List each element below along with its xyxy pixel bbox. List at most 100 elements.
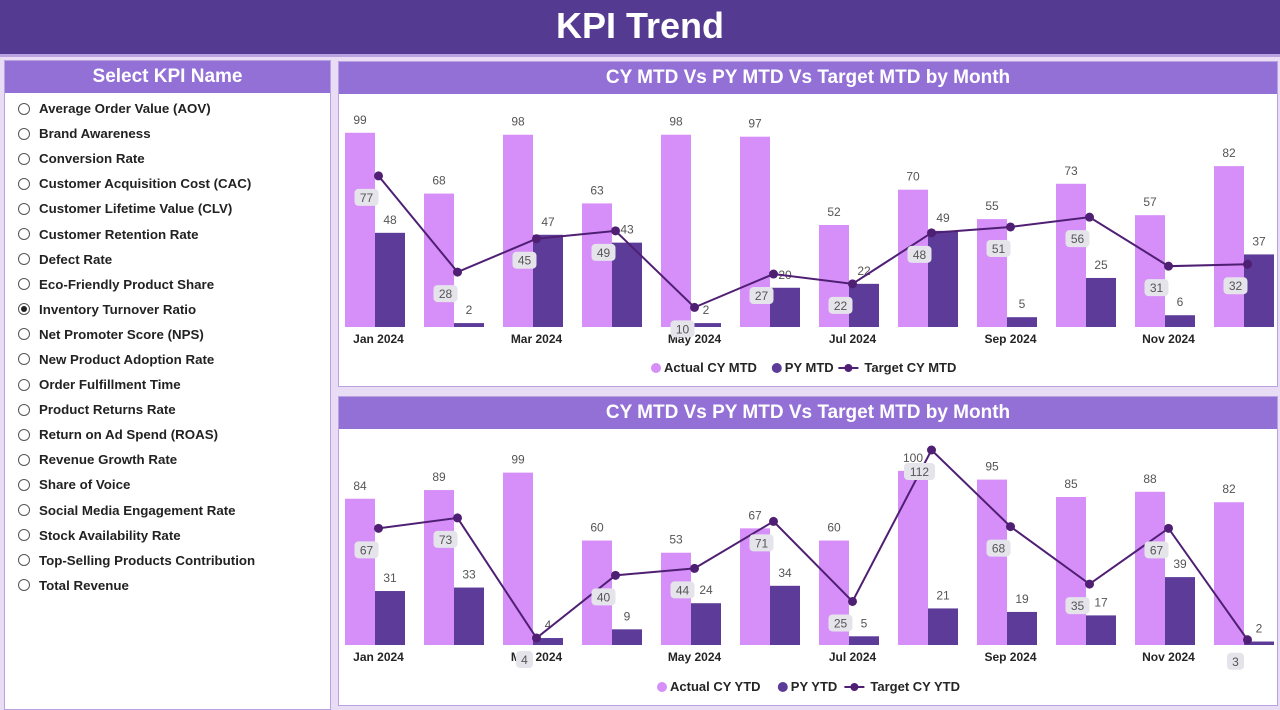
radio-icon[interactable] (18, 253, 30, 266)
target-point (374, 171, 383, 181)
kpi-option-label: Order Fulfillment Time (39, 377, 181, 393)
chart-panel-ytd: CY MTD Vs PY MTD Vs Target MTD by Month … (338, 396, 1278, 706)
radio-icon[interactable] (18, 579, 30, 592)
data-label-actual: 53 (669, 533, 683, 547)
kpi-option[interactable]: Customer Retention Rate (5, 221, 330, 246)
bar-actual (661, 134, 691, 327)
radio-icon[interactable] (18, 278, 30, 291)
radio-icon[interactable] (18, 228, 30, 241)
target-label-bg (354, 541, 379, 559)
radio-icon[interactable] (18, 303, 30, 316)
kpi-option[interactable]: Customer Lifetime Value (CLV) (5, 196, 330, 221)
kpi-option[interactable]: Order Fulfillment Time (5, 372, 330, 397)
radio-icon[interactable] (18, 202, 30, 215)
radio-icon[interactable] (18, 504, 30, 517)
data-label-target: 68 (992, 542, 1006, 556)
bar-py (375, 591, 405, 645)
legend-actual-icon (651, 363, 661, 373)
bar-actual (977, 219, 1007, 327)
radio-icon[interactable] (18, 453, 30, 466)
radio-icon[interactable] (18, 102, 30, 115)
kpi-option[interactable]: Product Returns Rate (5, 397, 330, 422)
bar-py (770, 287, 800, 327)
target-label-bg (433, 530, 458, 548)
radio-icon[interactable] (18, 403, 30, 416)
radio-icon[interactable] (18, 554, 30, 567)
kpi-option[interactable]: Inventory Turnover Ratio (5, 297, 330, 322)
kpi-option[interactable]: Defect Rate (5, 247, 330, 272)
data-label-py: 48 (383, 213, 397, 227)
kpi-option[interactable]: Net Promoter Score (NPS) (5, 322, 330, 347)
data-label-actual: 60 (590, 521, 604, 535)
target-label-bg (986, 539, 1011, 557)
kpi-option[interactable]: Top-Selling Products Contribution (5, 548, 330, 573)
bar-actual (898, 470, 928, 645)
bar-actual (503, 472, 533, 645)
bar-py (612, 242, 642, 327)
radio-icon[interactable] (18, 529, 30, 542)
target-label-bg (670, 320, 695, 338)
target-point (453, 513, 462, 523)
radio-icon[interactable] (18, 328, 30, 341)
data-label-py: 17 (1094, 595, 1108, 609)
header-divider (0, 54, 1280, 57)
kpi-slicer-title: Select KPI Name (5, 61, 330, 93)
legend: Actual CY MTD PY MTD Target CY MTD (651, 360, 956, 375)
target-label-bg (591, 243, 616, 261)
data-label-actual: 55 (985, 199, 999, 213)
target-point (848, 596, 857, 606)
bar-py (533, 638, 563, 645)
page-title: KPI Trend (0, 0, 1280, 54)
kpi-option[interactable]: Conversion Rate (5, 146, 330, 171)
legend-label: Target CY YTD (870, 679, 960, 694)
target-point (374, 523, 383, 533)
legend-label: PY MTD (785, 360, 834, 375)
bar-actual (1056, 183, 1086, 327)
data-label-py: 2 (1256, 622, 1263, 636)
data-label-target: 71 (755, 536, 769, 550)
radio-icon[interactable] (18, 177, 30, 190)
target-point (769, 269, 778, 279)
chart-title: CY MTD Vs PY MTD Vs Target MTD by Month (339, 397, 1277, 429)
data-label-py: 37 (1252, 234, 1266, 248)
data-label-target: 77 (360, 191, 374, 205)
target-point (532, 234, 541, 244)
radio-icon[interactable] (18, 478, 30, 491)
kpi-option-label: Return on Ad Spend (ROAS) (39, 427, 219, 443)
data-label-target: 40 (597, 590, 611, 604)
data-label-py: 4 (545, 618, 552, 632)
kpi-option-label: Net Promoter Score (NPS) (39, 326, 204, 342)
radio-icon[interactable] (18, 378, 30, 391)
radio-icon[interactable] (18, 353, 30, 366)
kpi-option[interactable]: Share of Voice (5, 472, 330, 497)
kpi-list: Average Order Value (AOV) Brand Awareness… (5, 93, 330, 598)
kpi-option[interactable]: Customer Acquisition Cost (CAC) (5, 171, 330, 196)
kpi-option[interactable]: Eco-Friendly Product Share (5, 272, 330, 297)
x-tick-label: Jan 2024 (353, 332, 404, 346)
kpi-option[interactable]: Revenue Growth Rate (5, 447, 330, 472)
data-label-py: 2 (466, 303, 473, 317)
radio-icon[interactable] (18, 152, 30, 165)
data-label-target: 67 (1150, 543, 1164, 557)
target-point (1006, 522, 1015, 532)
radio-icon[interactable] (18, 127, 30, 140)
target-label-bg (828, 614, 853, 632)
data-label-py: 6 (1177, 295, 1184, 309)
target-point (1164, 523, 1173, 533)
kpi-option[interactable]: Stock Availability Rate (5, 523, 330, 548)
data-label-py: 24 (699, 583, 713, 597)
kpi-option[interactable]: Average Order Value (AOV) (5, 96, 330, 121)
bar-py (1086, 615, 1116, 645)
data-label-py: 21 (936, 588, 950, 602)
kpi-option[interactable]: Return on Ad Spend (ROAS) (5, 422, 330, 447)
kpi-option[interactable]: New Product Adoption Rate (5, 347, 330, 372)
data-label-actual: 52 (827, 205, 841, 219)
bar-actual (977, 479, 1007, 645)
target-label-bg (670, 581, 695, 599)
kpi-option[interactable]: Total Revenue (5, 573, 330, 598)
kpi-option[interactable]: Brand Awareness (5, 121, 330, 146)
bar-actual (1214, 166, 1244, 327)
kpi-option[interactable]: Social Media Engagement Rate (5, 498, 330, 523)
radio-icon[interactable] (18, 428, 30, 441)
target-label-bg (516, 651, 533, 669)
